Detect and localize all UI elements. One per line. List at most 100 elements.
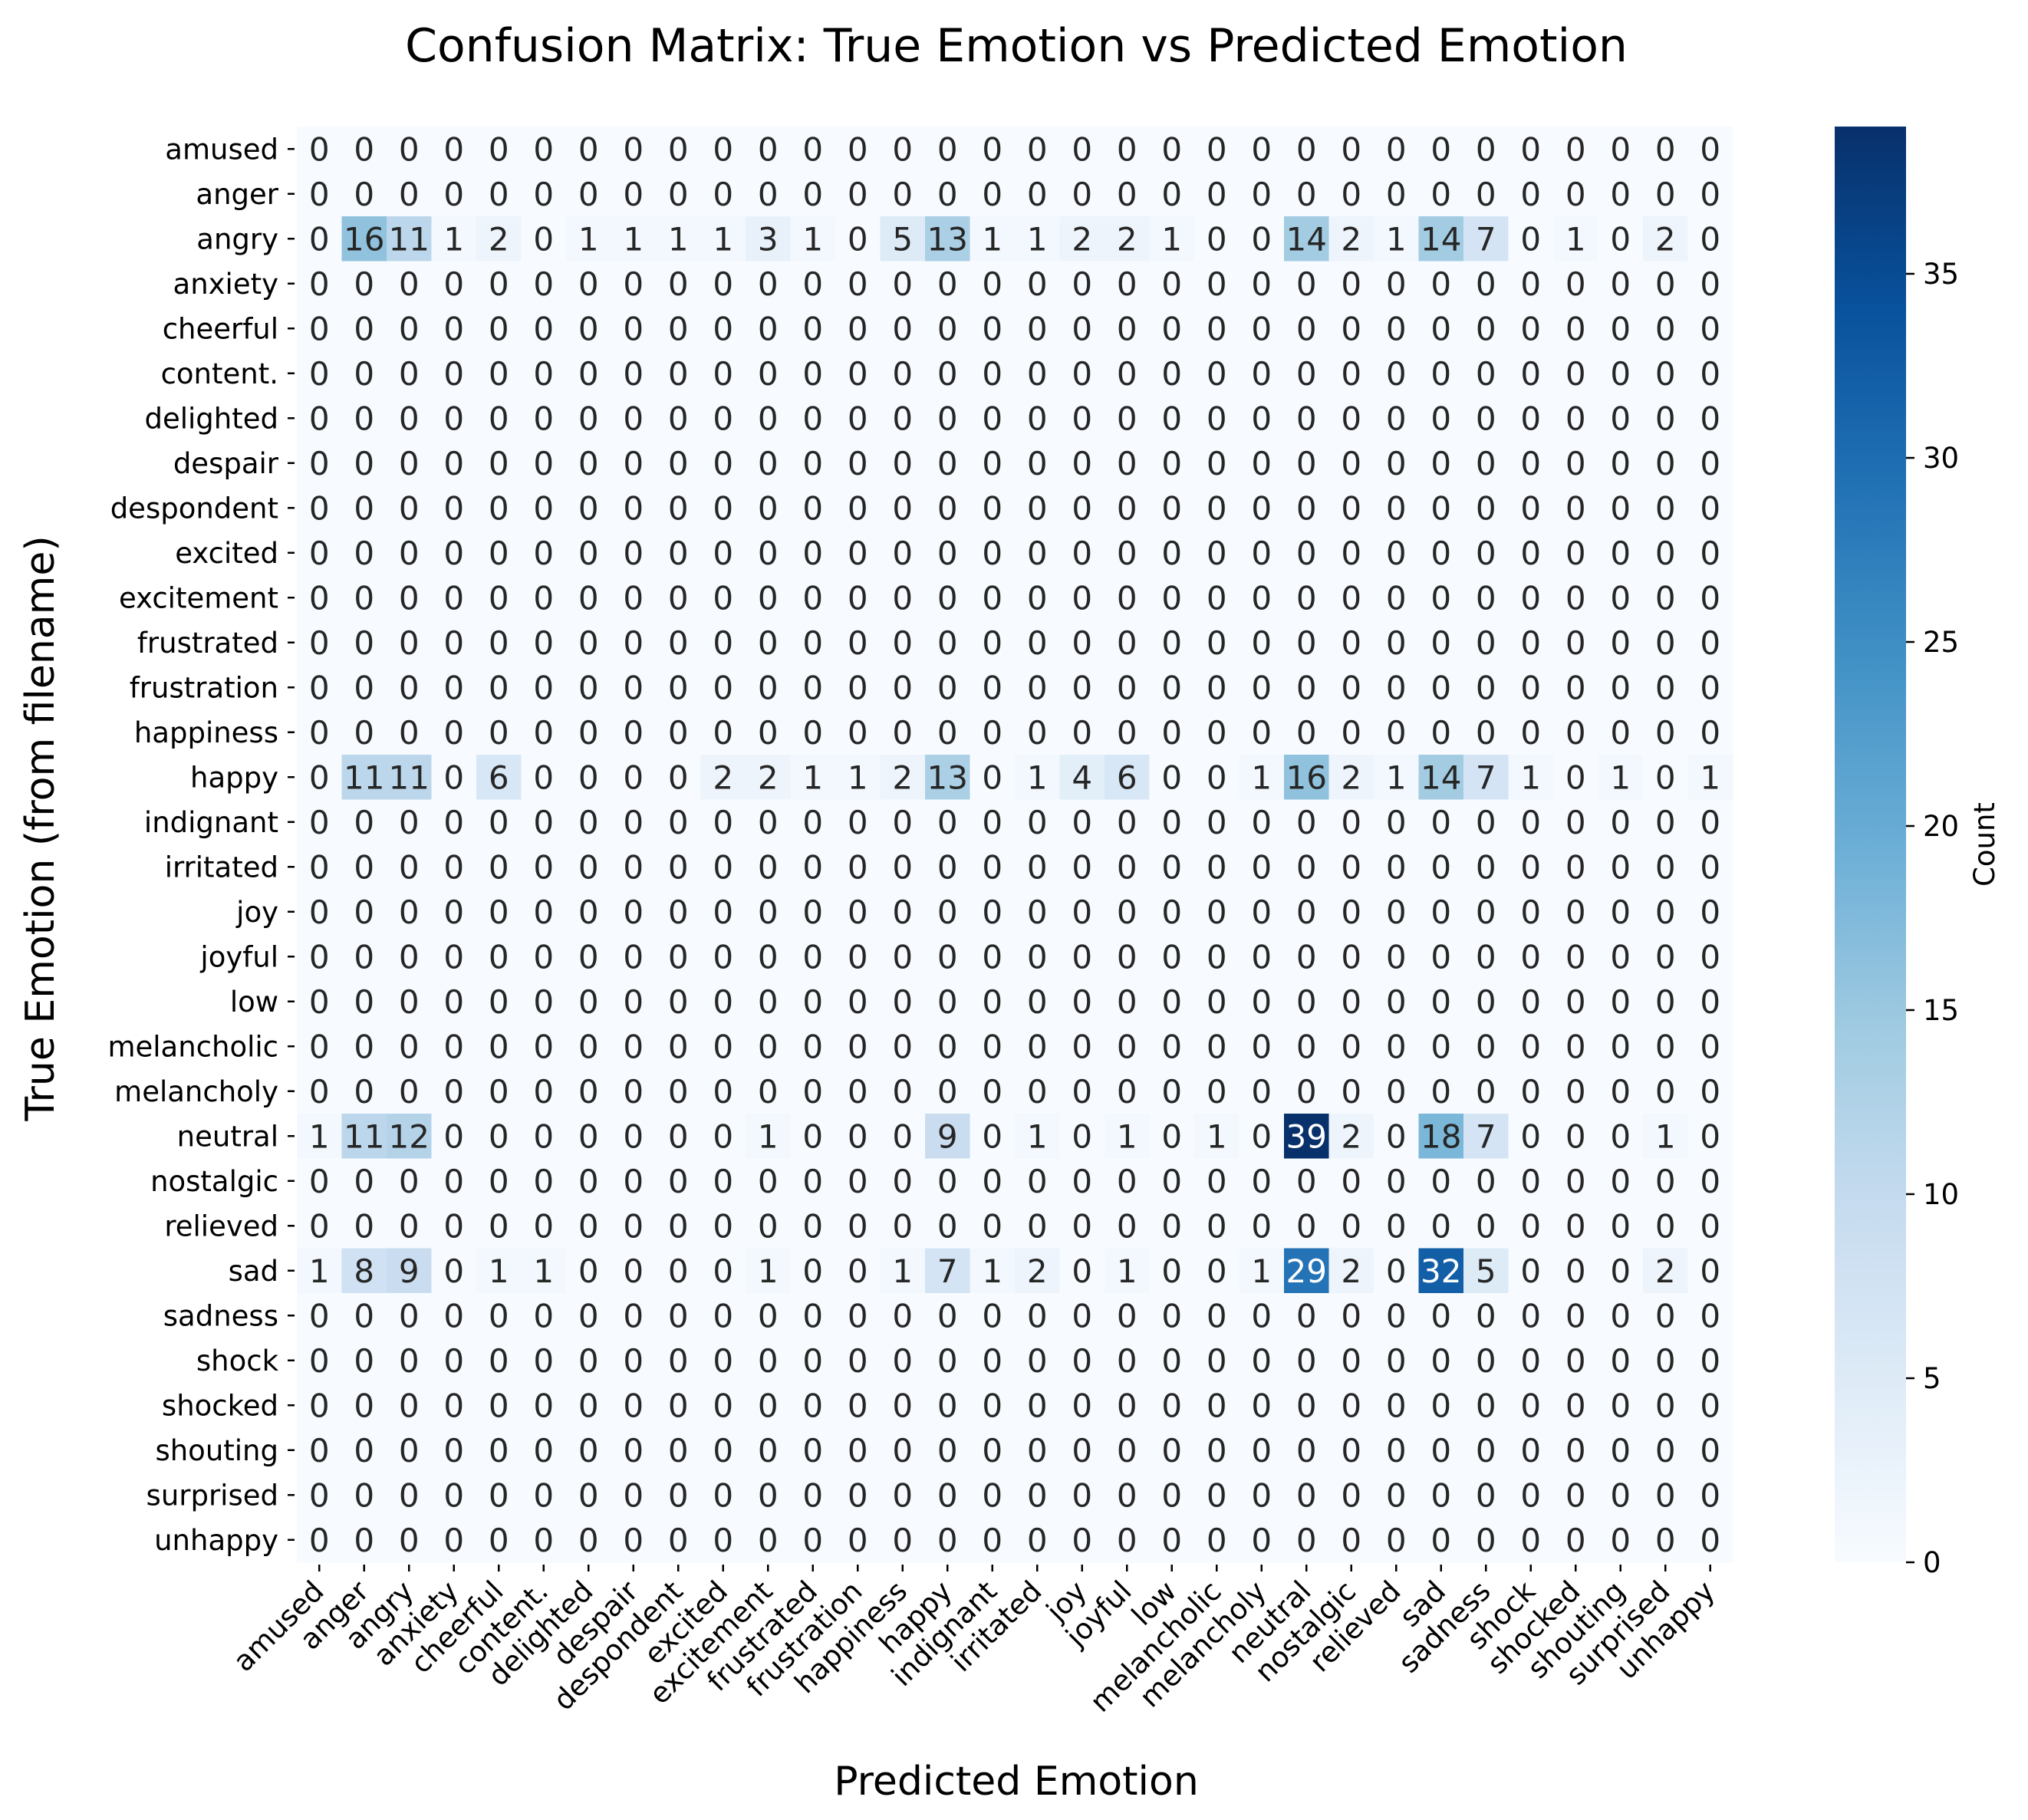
heatmap-cell xyxy=(700,844,746,890)
cell-value: 0 xyxy=(623,1252,644,1290)
heatmap-cell xyxy=(1508,799,1554,845)
heatmap-cell xyxy=(1328,396,1374,442)
heatmap-cell xyxy=(521,1024,567,1070)
cell-value: 0 xyxy=(848,624,868,662)
cell-value: 0 xyxy=(713,1432,733,1469)
heatmap-cell xyxy=(1015,127,1061,173)
cell-value: 0 xyxy=(1161,894,1182,931)
heatmap-cell xyxy=(1239,1248,1285,1294)
heatmap-cell xyxy=(1598,934,1644,980)
cell-value: 0 xyxy=(892,804,913,841)
cell-value: 0 xyxy=(399,624,420,662)
cell-value: 0 xyxy=(623,355,644,393)
cell-value: 0 xyxy=(758,445,779,482)
heatmap-cell xyxy=(790,709,836,755)
heatmap-cell xyxy=(1284,351,1330,397)
heatmap-cell xyxy=(790,575,836,621)
cell-value: 0 xyxy=(309,535,330,572)
cell-value: 0 xyxy=(623,1073,644,1111)
cell-value: 0 xyxy=(578,894,599,931)
heatmap-cell xyxy=(1598,1114,1644,1160)
heatmap-cell xyxy=(521,620,567,666)
cell-value: 0 xyxy=(533,130,554,168)
cell-value: 0 xyxy=(668,1252,689,1290)
cell-value: 0 xyxy=(578,804,599,841)
heatmap-cell xyxy=(700,1024,746,1070)
heatmap-cell xyxy=(341,261,387,307)
heatmap-cell xyxy=(387,127,433,173)
cell-value: 2 xyxy=(1072,220,1092,258)
cell-value: 0 xyxy=(1296,310,1317,347)
heatmap-cell xyxy=(656,440,702,486)
cell-value: 0 xyxy=(982,1432,1002,1469)
heatmap-cell xyxy=(1508,351,1554,397)
cell-value: 0 xyxy=(982,1117,1002,1155)
cell-value: 0 xyxy=(937,400,958,437)
cell-value: 0 xyxy=(1610,1476,1631,1514)
heatmap-cell xyxy=(566,1068,612,1114)
cell-value: 0 xyxy=(1072,1297,1092,1335)
cell-value: 0 xyxy=(1610,130,1631,168)
cell-value: 0 xyxy=(1251,1476,1272,1514)
heatmap-cell xyxy=(566,261,612,307)
cell-value: 0 xyxy=(1341,355,1361,393)
heatmap-cell xyxy=(1374,979,1420,1025)
cell-value: 0 xyxy=(982,848,1002,886)
heatmap-cell xyxy=(1463,351,1509,397)
cell-value: 0 xyxy=(1386,983,1407,1021)
cell-value: 0 xyxy=(982,535,1002,572)
heatmap-cell xyxy=(1015,261,1061,307)
heatmap-cell xyxy=(387,171,433,217)
cell-value: 0 xyxy=(1430,1163,1451,1200)
cell-value: 0 xyxy=(1430,938,1451,976)
cell-value: 0 xyxy=(1520,848,1541,886)
heatmap-cell xyxy=(700,979,746,1025)
cell-value: 6 xyxy=(489,759,509,796)
cell-value: 0 xyxy=(1207,1476,1227,1514)
cell-value: 0 xyxy=(399,1207,420,1245)
heatmap-cell xyxy=(387,1068,433,1114)
cell-value: 0 xyxy=(1520,983,1541,1021)
heatmap-cell xyxy=(1284,440,1330,486)
heatmap-cell xyxy=(341,1158,387,1204)
cell-value: 0 xyxy=(848,310,868,347)
cell-value: 0 xyxy=(1251,848,1272,886)
cell-value: 2 xyxy=(1655,220,1676,258)
cell-value: 0 xyxy=(443,894,464,931)
cell-value: 0 xyxy=(623,1432,644,1469)
heatmap-cell xyxy=(970,620,1016,666)
colorbar-tick-label: 15 xyxy=(1923,994,1959,1027)
heatmap-cell xyxy=(1687,1158,1733,1204)
cell-value: 11 xyxy=(344,759,384,796)
cell-value: 0 xyxy=(399,804,420,841)
heatmap-cell xyxy=(790,1068,836,1114)
heatmap-cell xyxy=(1059,216,1105,262)
heatmap-cell xyxy=(1015,620,1061,666)
cell-value: 0 xyxy=(443,1163,464,1200)
heatmap-cell xyxy=(1194,1248,1240,1294)
heatmap-cell xyxy=(1463,1203,1509,1249)
heatmap-cell xyxy=(1687,934,1733,980)
cell-value: 13 xyxy=(927,759,968,796)
cell-value: 0 xyxy=(1655,894,1676,931)
heatmap-cell xyxy=(1598,306,1644,352)
cell-value: 0 xyxy=(758,355,779,393)
cell-value: 0 xyxy=(1341,1522,1361,1559)
heatmap-cell xyxy=(1328,1068,1374,1114)
cell-value: 0 xyxy=(309,176,330,213)
cell-value: 0 xyxy=(309,489,330,527)
heatmap-cell xyxy=(746,934,792,980)
heatmap-cell xyxy=(1374,620,1420,666)
heatmap-cell xyxy=(1553,127,1599,173)
cell-value: 0 xyxy=(1520,1297,1541,1335)
heatmap-cell xyxy=(1105,351,1151,397)
cell-value: 0 xyxy=(848,130,868,168)
y-tick-label: excited xyxy=(175,537,278,570)
cell-value: 0 xyxy=(892,445,913,482)
cell-value: 0 xyxy=(1476,579,1496,617)
y-tick-labels: amusedangerangryanxietycheerfulcontent.d… xyxy=(107,133,295,1557)
heatmap-cell xyxy=(1105,1158,1151,1204)
heatmap-cell xyxy=(1105,620,1151,666)
heatmap-cell xyxy=(1239,844,1285,890)
heatmap-cell xyxy=(656,216,702,262)
